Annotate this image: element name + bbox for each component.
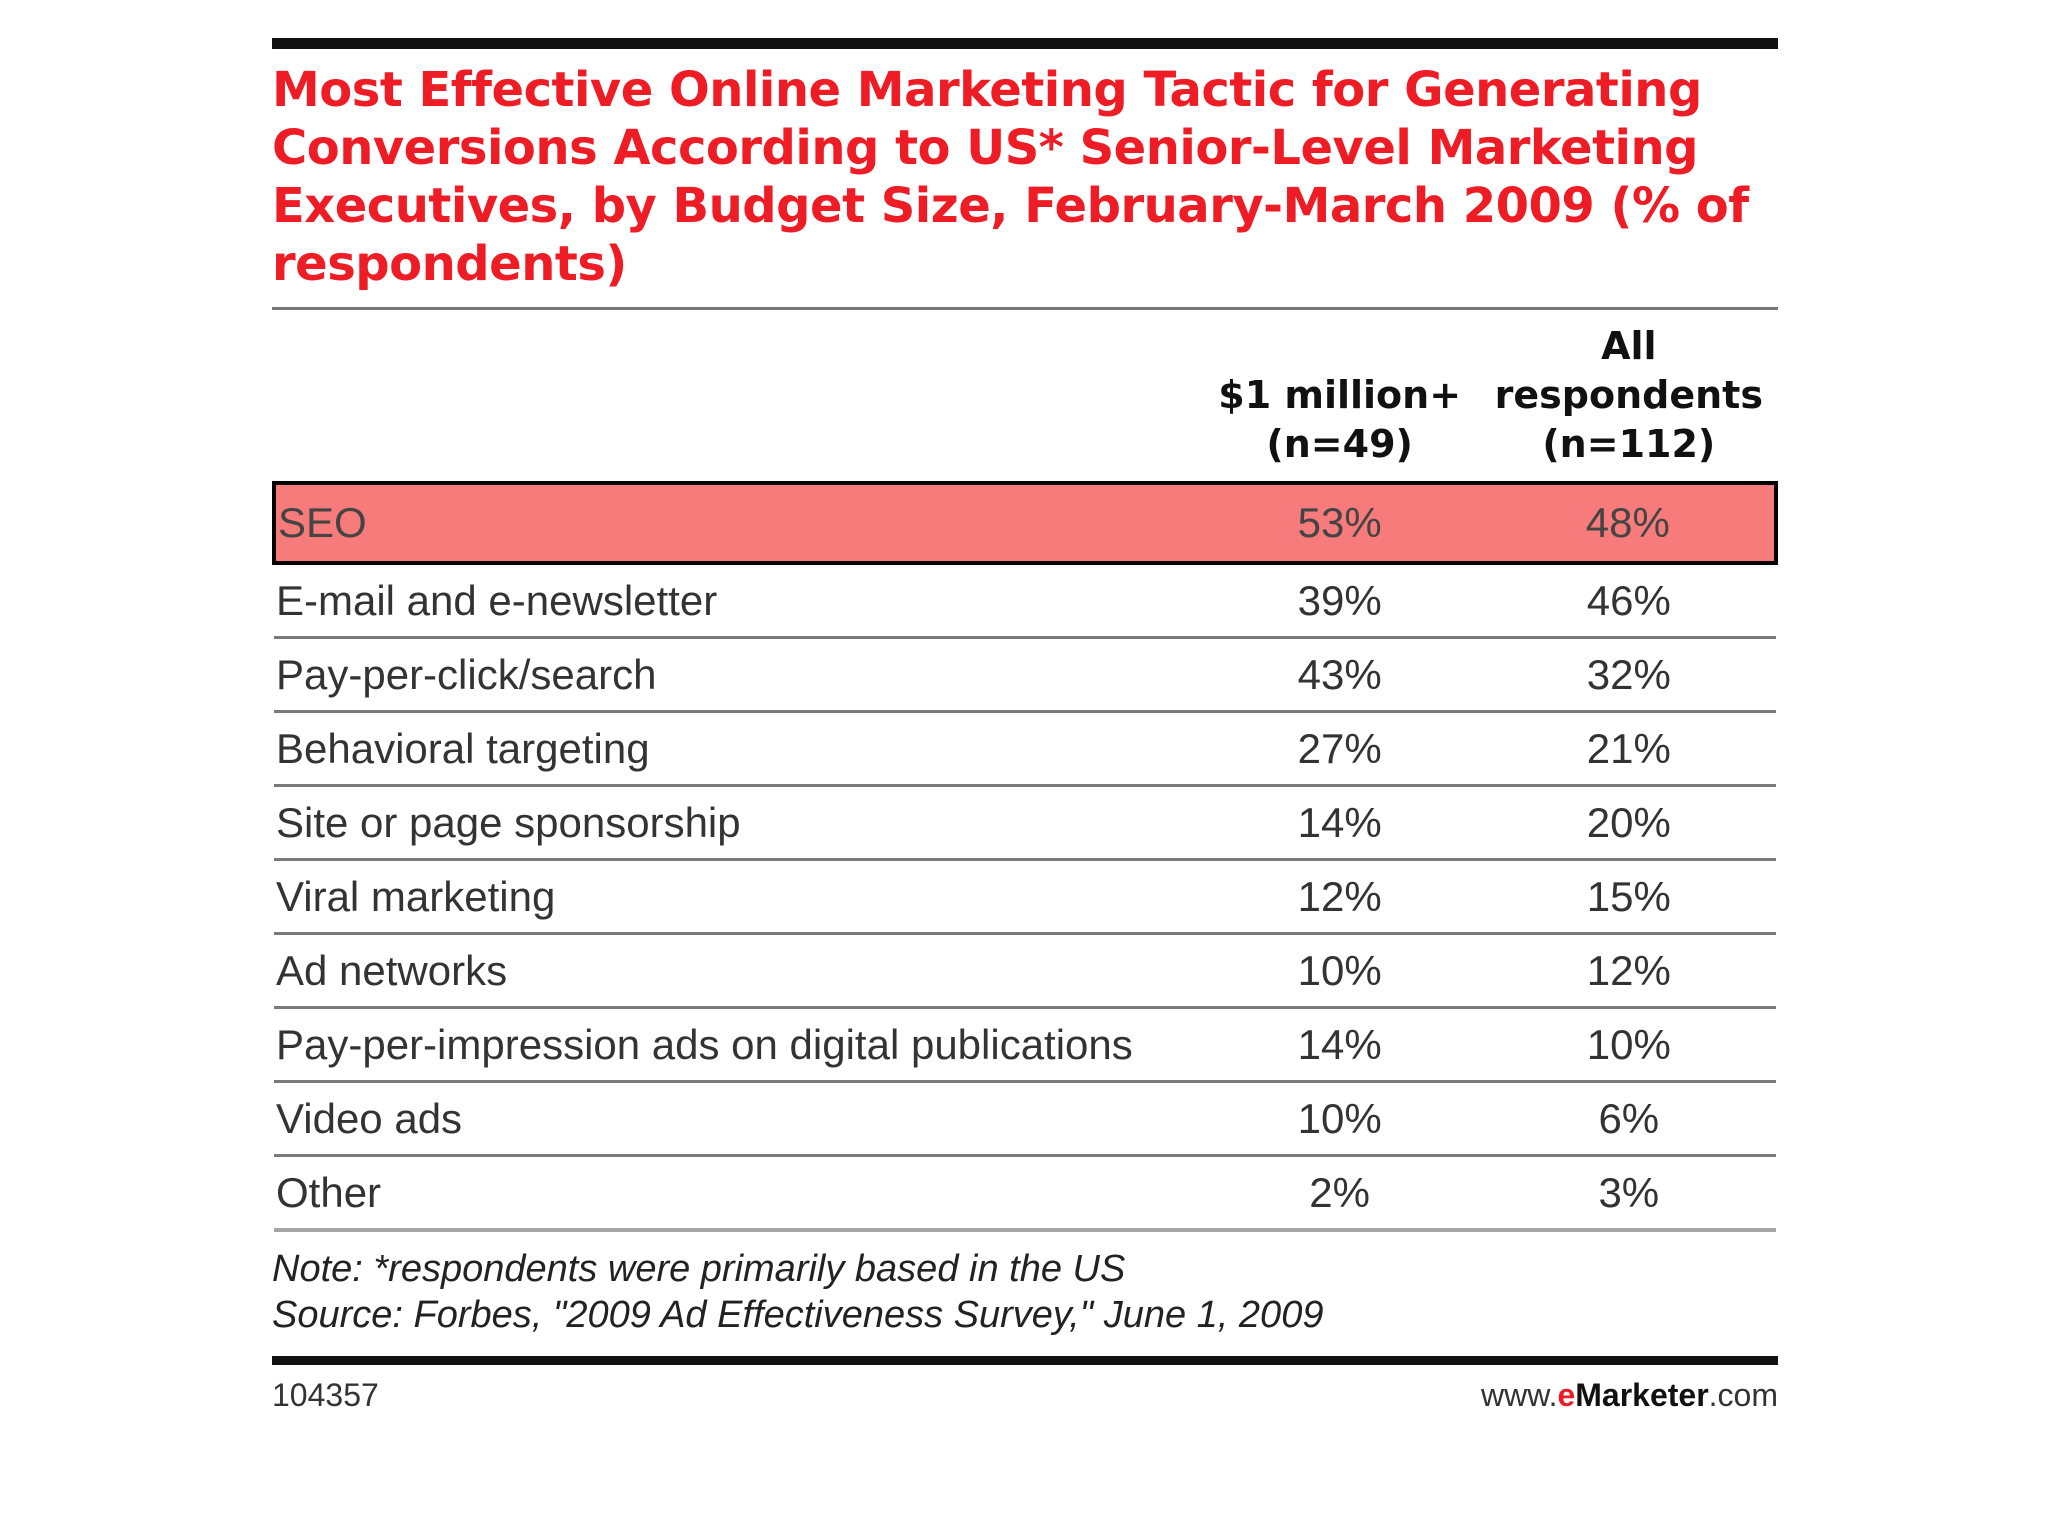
table-row-pay-per-impression: Pay-per-impression ads on digital public… (274, 1006, 1776, 1082)
brand-logo: www.eMarketer.com (1481, 1377, 1778, 1414)
title-rule (272, 307, 1778, 310)
cell-all: 15% (1481, 858, 1776, 934)
bottom-rule (272, 1356, 1778, 1365)
cell-all: 10% (1481, 1006, 1776, 1082)
cell-all: 6% (1481, 1080, 1776, 1156)
table-row-ad-networks: Ad networks 10% 12% (274, 932, 1776, 1008)
brand-e: e (1557, 1377, 1576, 1413)
cell-all: 21% (1481, 710, 1776, 786)
brand-suffix: .com (1708, 1377, 1778, 1413)
cell-million-plus: 53% (1197, 481, 1482, 565)
row-label: Behavioral targeting (274, 710, 1198, 786)
footnotes: Note: *respondents were primarily based … (272, 1246, 1778, 1338)
row-label: Pay-per-impression ads on digital public… (274, 1006, 1198, 1082)
chart-id: 104357 (272, 1377, 379, 1413)
cell-all: 3% (1481, 1154, 1776, 1232)
header-all-respondents: All respondents (n=112) (1482, 310, 1776, 483)
chart-title: Most Effective Online Marketing Tactic f… (272, 62, 1749, 292)
table-row-video-ads: Video ads 10% 6% (274, 1080, 1776, 1156)
header-all-line1: All (1601, 324, 1657, 368)
row-label: SEO (272, 481, 1198, 565)
cell-all: 46% (1586, 576, 1671, 624)
row-label: Video ads (274, 1080, 1198, 1156)
top-rule (272, 38, 1778, 49)
row-label: Site or page sponsorship (274, 784, 1198, 860)
row-label: Ad networks (274, 932, 1198, 1008)
row-label: E-mail and e-newsletter (276, 576, 718, 624)
cell-million-plus: 14% (1197, 1006, 1482, 1082)
note-text: Note: *respondents were primarily based … (272, 1248, 1126, 1290)
header-all-line2: respondents (1494, 373, 1763, 417)
cell-all: 48% (1481, 481, 1779, 565)
header-million-plus-line2: (n=49) (1266, 422, 1413, 466)
cell-million-plus: 43% (1197, 636, 1482, 712)
table-row-ppc: Pay-per-click/search 43% 32% (274, 636, 1776, 712)
table-row-behavioral: Behavioral targeting 27% 21% (274, 710, 1776, 786)
row-label: Other (274, 1154, 1198, 1232)
cell-million-plus: 14% (1197, 784, 1482, 860)
header-blank (274, 310, 1198, 483)
table-row-viral: Viral marketing 12% 15% (274, 858, 1776, 934)
header-million-plus: $1 million+ (n=49) (1198, 310, 1482, 483)
footer: 104357 www.eMarketer.com (272, 1377, 1778, 1414)
cell-million-plus: 12% (1197, 858, 1482, 934)
cell-all: 20% (1481, 784, 1776, 860)
cell-million-plus: 27% (1197, 710, 1482, 786)
cell-million-plus: 10% (1197, 932, 1482, 1008)
chart-card: Most Effective Online Marketing Tactic f… (272, 38, 1779, 1414)
cell-million-plus: 39% (1297, 576, 1382, 624)
row-label: Pay-per-click/search (274, 636, 1198, 712)
brand-name: Marketer (1575, 1377, 1709, 1413)
table-row-email: E-mail and e-newsletter 39% 46% (274, 563, 1776, 638)
cell-million-plus: 10% (1197, 1080, 1482, 1156)
cell-all: 32% (1481, 636, 1776, 712)
header-million-plus-line1: $1 million+ (1218, 373, 1462, 417)
source-text: Source: Forbes, "2009 Ad Effectiveness S… (272, 1294, 1324, 1336)
row-label: Viral marketing (274, 858, 1198, 934)
cell-million-plus: 2% (1197, 1154, 1482, 1232)
data-table: $1 million+ (n=49) All respondents (n=11… (272, 310, 1779, 1232)
brand-prefix: www. (1481, 1377, 1558, 1413)
table-row-other: Other 2% 3% (274, 1154, 1776, 1232)
table-row-seo: SEO 53% 48% (272, 481, 1779, 565)
header-all-line3: (n=112) (1542, 422, 1716, 466)
table-row-sponsorship: Site or page sponsorship 14% 20% (274, 784, 1776, 860)
header-row: $1 million+ (n=49) All respondents (n=11… (274, 310, 1776, 483)
cell-all: 12% (1481, 932, 1776, 1008)
